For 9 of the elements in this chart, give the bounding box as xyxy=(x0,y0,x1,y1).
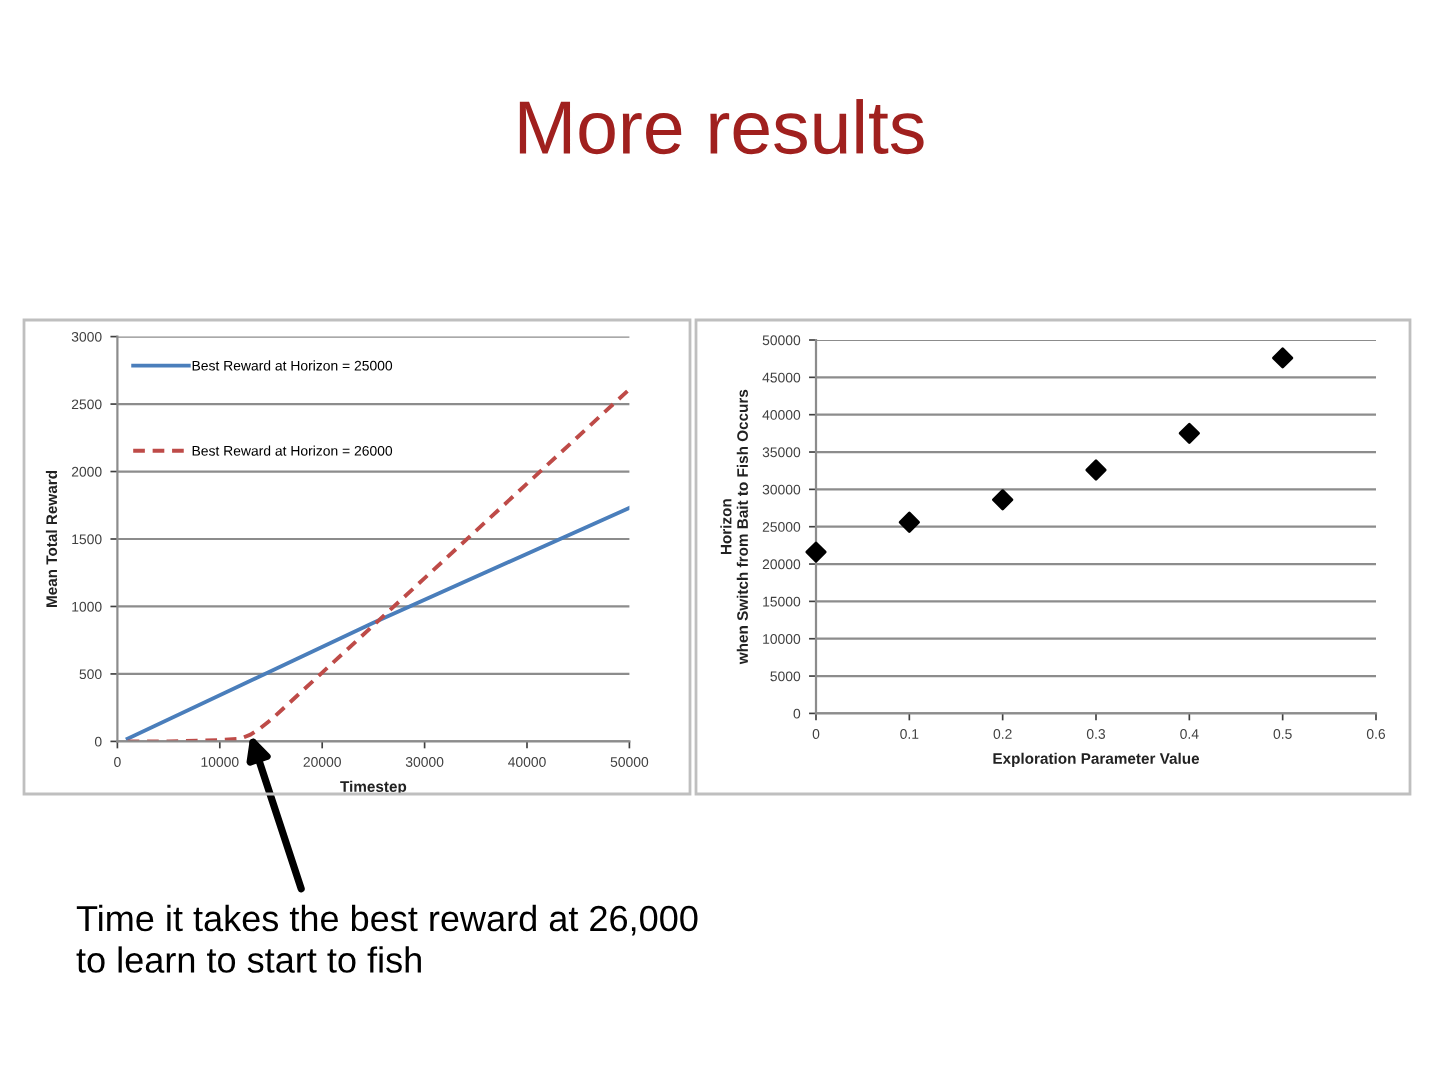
point xyxy=(898,511,920,533)
point xyxy=(1178,422,1200,444)
chart-title: More results xyxy=(519,99,924,155)
point xyxy=(1085,459,1107,481)
annotation: Time it takes the best reward at 26,000 to learn to start to fish xyxy=(76,904,698,973)
point xyxy=(1272,347,1294,369)
point xyxy=(992,489,1014,511)
line-series xyxy=(125,387,630,742)
point xyxy=(805,541,827,563)
